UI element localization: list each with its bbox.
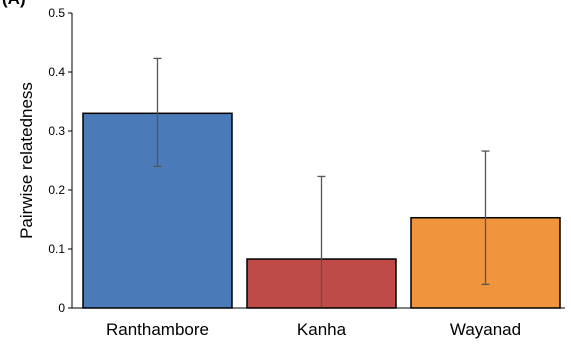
y-tick-label: 0.4 <box>48 65 65 79</box>
x-tick-label: Wayanad <box>450 320 521 339</box>
y-tick-label: 0.1 <box>48 242 65 256</box>
error-bar-ranthambore <box>153 57 162 168</box>
y-tick-label: 0.2 <box>48 183 65 197</box>
x-axis-labels: Ranthambore Kanha Wayanad <box>106 320 521 339</box>
panel-label: (A) <box>2 0 26 8</box>
error-bars <box>153 57 490 308</box>
y-axis-title: Pairwise relatedness <box>17 82 36 239</box>
y-tick-label: 0.5 <box>48 6 65 20</box>
y-axis: 0 0.1 0.2 0.3 0.4 0.5 <box>48 6 73 315</box>
x-tick-label: Ranthambore <box>106 320 209 339</box>
error-bar-wayanad <box>481 150 490 286</box>
y-tick-label: 0 <box>58 301 65 315</box>
y-tick-label: 0.3 <box>48 124 65 138</box>
x-tick-label: Kanha <box>297 320 347 339</box>
error-bar-kanha <box>317 175 326 308</box>
